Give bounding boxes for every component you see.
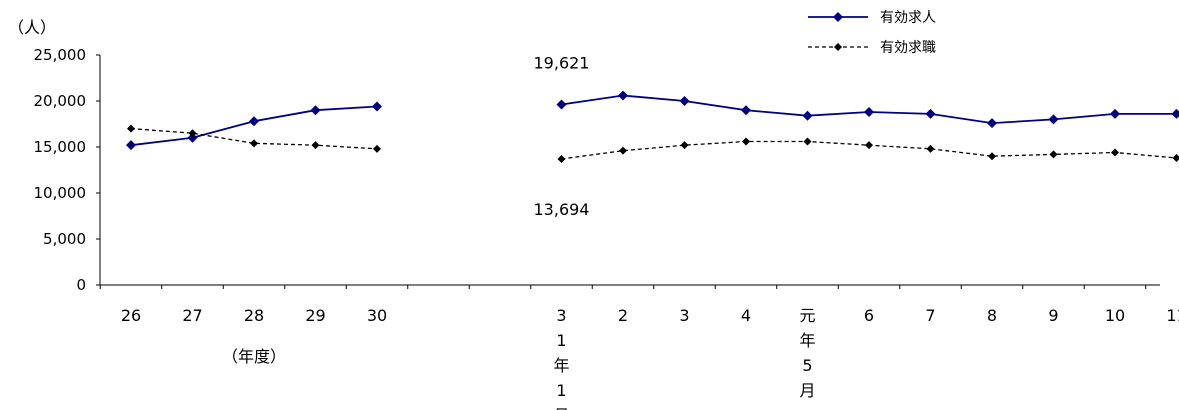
data-label: 13,694	[534, 200, 590, 219]
y-tick-label: 15,000	[34, 138, 87, 156]
data-point	[250, 139, 258, 148]
y-tick-label: 5,000	[43, 230, 86, 248]
x-tick-label: 31年1月	[553, 306, 569, 410]
x-tick-label: 4	[741, 306, 751, 325]
series-line	[130, 127, 378, 150]
y-tick-label: 20,000	[34, 92, 87, 110]
y-tick-label: 0	[76, 276, 86, 294]
y-tick-label: 10,000	[34, 184, 87, 202]
x-tick-label: 26	[121, 306, 141, 325]
x-tick-label: 27	[182, 306, 202, 325]
legend-label: 有効求職	[880, 40, 936, 56]
y-axis: 0 5,000 10,000 15,000 20,000 25,000 （人）	[8, 18, 101, 294]
data-point	[1171, 108, 1179, 119]
data-point	[127, 124, 135, 133]
x-tick-label: 8	[987, 306, 997, 325]
data-point	[126, 140, 136, 151]
data-point	[865, 141, 873, 150]
data-point	[803, 137, 812, 146]
data-point	[618, 90, 628, 101]
data-point	[373, 144, 381, 153]
data-point	[557, 155, 566, 164]
data-point	[802, 110, 813, 121]
plot-area	[126, 90, 1179, 164]
legend-marker	[833, 12, 843, 22]
data-point	[188, 129, 197, 138]
data-point	[987, 118, 997, 129]
x-tick-label: 6	[864, 306, 874, 325]
x-tick-label: 9	[1048, 306, 1058, 325]
data-point	[680, 141, 689, 150]
legend-label: 有効求人	[880, 10, 936, 26]
data-point	[1048, 114, 1059, 125]
data-point	[311, 141, 320, 150]
data-label: 19,621	[534, 53, 590, 72]
x-tick-label: 元年 5 月	[799, 306, 815, 400]
x-tick-label: 28	[244, 306, 264, 325]
y-tick-label: 25,000	[34, 46, 87, 64]
data-point	[741, 105, 751, 116]
data-point	[372, 101, 382, 112]
data-point	[187, 132, 198, 143]
data-point	[619, 146, 627, 155]
data-point	[1172, 154, 1179, 163]
y-unit-label: （人）	[8, 18, 56, 37]
data-point	[742, 137, 750, 146]
fiscal-year-axis-label: （年度）	[222, 347, 286, 366]
data-point	[925, 108, 936, 119]
data-point	[1111, 148, 1119, 157]
x-tick-label: 2	[618, 306, 628, 325]
legend-marker	[834, 43, 842, 51]
data-point	[1110, 108, 1120, 119]
x-tick-label: 7	[925, 306, 935, 325]
data-point	[556, 99, 567, 110]
data-point	[1049, 150, 1058, 159]
data-point	[310, 105, 321, 116]
data-point	[988, 152, 996, 161]
x-tick-label: 3	[679, 306, 689, 325]
data-point	[679, 96, 690, 106]
x-tick-label: 30	[367, 306, 387, 325]
x-tick-label: 10	[1105, 306, 1125, 325]
data-point	[926, 144, 935, 153]
x-tick-label: 11	[1166, 306, 1179, 325]
x-tick-label: 29	[305, 306, 325, 325]
data-point	[864, 107, 874, 118]
data-point	[249, 116, 259, 127]
